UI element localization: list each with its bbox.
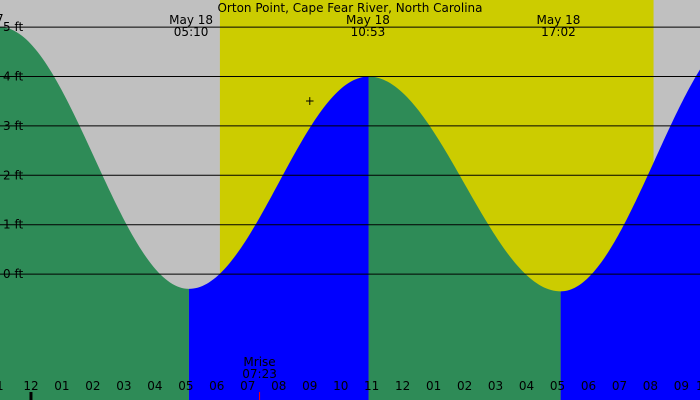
- y-tick-label: 0 ft: [3, 267, 23, 281]
- x-tick-label: 04: [519, 379, 534, 393]
- y-tick-label: 5 ft: [3, 20, 23, 34]
- gridlines: [0, 26, 700, 275]
- clipped-edge-label: 1: [696, 379, 700, 393]
- clipped-edge-label: 7: [0, 12, 4, 26]
- extreme-time: 17:02: [541, 25, 576, 39]
- extreme-date: May 18: [536, 13, 580, 27]
- x-tick-label: 12: [23, 379, 38, 393]
- y-axis-labels: 5 ft 4 ft 3 ft 2 ft 1 ft 0 ft: [3, 20, 23, 281]
- x-tick-label: 01: [54, 379, 69, 393]
- x-tick-label: 02: [85, 379, 100, 393]
- clipped-edge-label: 1: [0, 379, 4, 393]
- y-tick-label: 2 ft: [3, 168, 23, 182]
- extreme-time: 10:53: [351, 25, 386, 39]
- x-tick-label: 08: [271, 379, 286, 393]
- x-tick-label: 01: [426, 379, 441, 393]
- x-tick-label: 09: [674, 379, 689, 393]
- x-tick-label: 07: [240, 379, 255, 393]
- x-tick-label: 06: [209, 379, 224, 393]
- y-tick-label: 3 ft: [3, 119, 23, 133]
- falling-tide-area: [0, 27, 561, 400]
- x-tick-label: 12: [395, 379, 410, 393]
- x-tick-label: 06: [581, 379, 596, 393]
- x-tick-label: 11: [364, 379, 379, 393]
- x-tick-label: 08: [643, 379, 658, 393]
- x-tick-label: 02: [457, 379, 472, 393]
- x-tick-label: 03: [488, 379, 503, 393]
- x-tick-label: 09: [302, 379, 317, 393]
- moonrise-time: 07:23: [242, 367, 277, 381]
- extreme-date: May 18: [346, 13, 390, 27]
- y-tick-label: 4 ft: [3, 70, 23, 84]
- y-tick-label: 1 ft: [3, 218, 23, 232]
- x-axis-labels: 12 01 02 03 04 05 06 07 08 09 10 11 12 01 02 03 04 05 06 07…: [0, 12, 700, 400]
- x-tick-label: 04: [147, 379, 162, 393]
- x-tick-label: 03: [116, 379, 131, 393]
- moonrise-label: Mrise: [243, 355, 275, 369]
- x-tick-label: 07: [612, 379, 627, 393]
- x-tick-label: 05: [550, 379, 565, 393]
- rising-tide-area: [188, 69, 700, 400]
- extreme-time: 05:10: [174, 25, 209, 39]
- current-position-marker: +: [305, 94, 315, 108]
- extreme-date: May 18: [169, 13, 213, 27]
- x-tick-label: 10: [333, 379, 348, 393]
- chart-title: Orton Point, Cape Fear River, North Caro…: [217, 1, 482, 15]
- x-tick-label: 05: [178, 379, 193, 393]
